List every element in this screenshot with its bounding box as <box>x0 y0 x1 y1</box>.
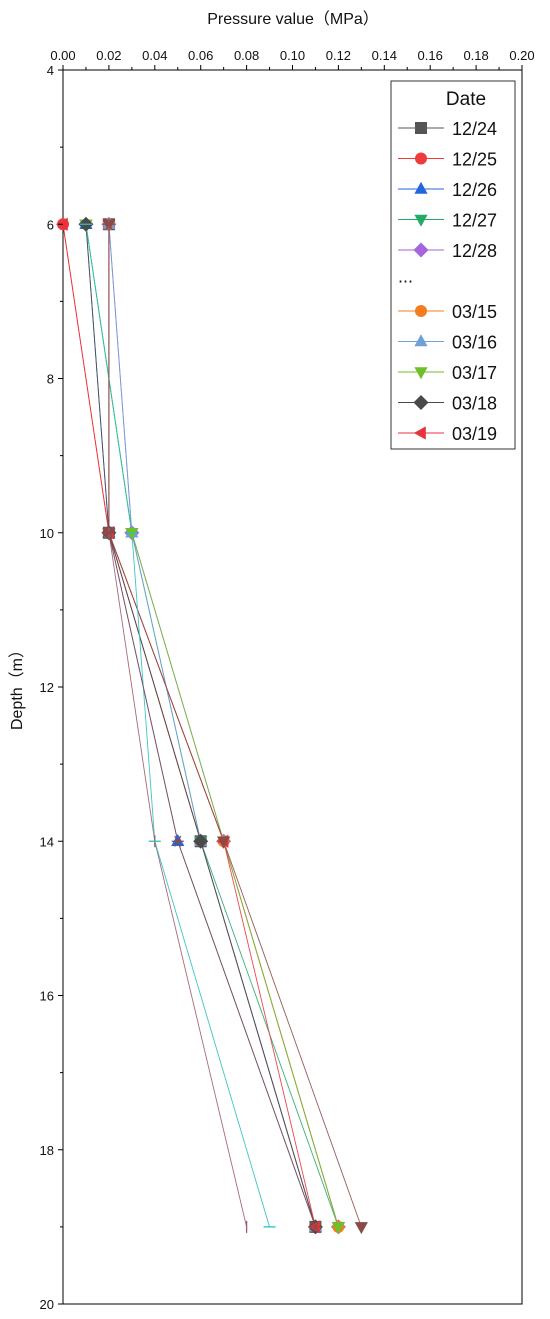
data-point <box>309 1221 322 1233</box>
y-tick-label: 20 <box>40 1297 54 1312</box>
y-tick-label: 4 <box>47 63 54 78</box>
legend-marker <box>414 334 428 347</box>
legend-label: 12/25 <box>452 150 497 170</box>
star-stroke <box>174 835 182 847</box>
series-line <box>108 224 316 1228</box>
legend-marker <box>415 152 427 165</box>
x-tick-label: 0.12 <box>326 48 351 63</box>
legend-ellipsis: ... <box>398 267 413 287</box>
star-stroke <box>311 1221 320 1233</box>
x-tick-label: 0.18 <box>463 48 488 63</box>
series-line <box>85 224 316 1228</box>
legend-marker <box>415 122 427 134</box>
x-tick-label: 0.20 <box>509 48 534 63</box>
data-point <box>102 527 115 539</box>
x-tick-label: 0.16 <box>418 48 443 63</box>
star-stroke <box>105 218 113 230</box>
data-point <box>217 836 231 849</box>
legend-marker <box>415 305 427 317</box>
x-tick-label: 0.00 <box>50 48 75 63</box>
data-point <box>102 218 115 230</box>
legend-title: Date <box>446 89 486 110</box>
x-tick-label: 0.04 <box>142 48 167 63</box>
legend-label: 12/24 <box>452 119 497 139</box>
legend: Date 12/24 12/25 12/26 12/27 12/28 03/15 03/16… <box>390 80 516 450</box>
legend-label: 03/18 <box>452 394 497 414</box>
data-point <box>354 1222 368 1235</box>
x-tick-label: 0.14 <box>372 48 397 63</box>
legend-label: 03/17 <box>452 363 497 383</box>
y-tick-label: 6 <box>47 217 54 232</box>
legend-label: 03/19 <box>452 424 497 444</box>
legend-marker <box>414 367 428 380</box>
legend-label: 03/16 <box>452 333 497 353</box>
legend-marker <box>413 242 429 258</box>
y-tick-label: 16 <box>40 989 54 1004</box>
y-tick-label: 8 <box>47 372 54 387</box>
series-markers <box>55 216 368 1235</box>
x-tick-label: 0.06 <box>188 48 213 63</box>
legend-label: 12/28 <box>452 241 497 261</box>
legend-box <box>390 80 516 450</box>
star-stroke <box>105 527 113 539</box>
series-line <box>85 224 270 1228</box>
legend-marker <box>413 426 426 440</box>
y-tick-label: 10 <box>40 526 54 541</box>
series-line <box>108 224 339 1228</box>
legend-marker <box>414 214 428 227</box>
series-line <box>85 224 339 1228</box>
series-line <box>108 224 339 1228</box>
data-point <box>171 835 184 847</box>
x-tick-label: 0.08 <box>234 48 259 63</box>
y-axis-title: Depth（m） <box>8 642 26 730</box>
legend-label: 03/15 <box>452 302 497 322</box>
series-line <box>108 224 362 1228</box>
legend-label: 12/26 <box>452 180 497 200</box>
legend-marker <box>414 181 428 194</box>
legend-marker <box>413 395 429 410</box>
legend-label: 12/27 <box>452 211 497 231</box>
series-lines <box>62 224 362 1228</box>
y-tick-label: 18 <box>40 1143 54 1158</box>
data-point <box>125 527 139 540</box>
y-tick-label: 14 <box>40 834 54 849</box>
data-point <box>331 1222 345 1235</box>
x-axis-title: Pressure value（MPa） <box>207 10 379 28</box>
x-tick-label: 0.10 <box>280 48 305 63</box>
x-tick-label: 0.02 <box>96 48 121 63</box>
series-line <box>108 224 248 1227</box>
data-point <box>193 833 209 849</box>
series-line <box>85 224 339 1228</box>
y-tick-label: 12 <box>40 680 54 695</box>
